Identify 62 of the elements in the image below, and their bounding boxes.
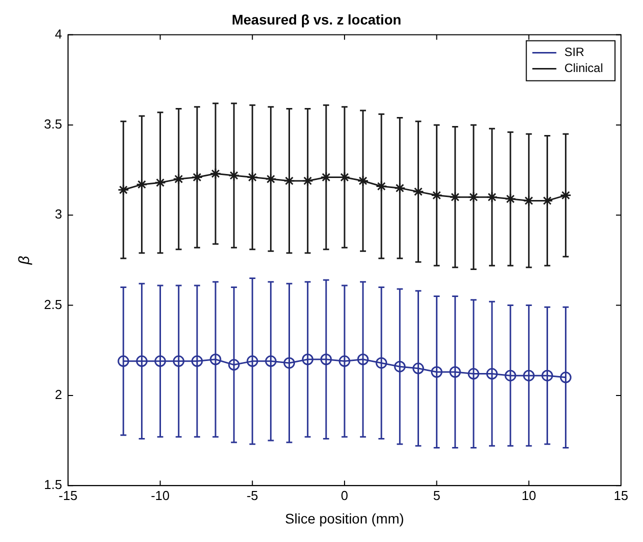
x-tick-label: -5 <box>246 488 258 503</box>
point <box>172 173 184 185</box>
point <box>468 368 480 380</box>
point <box>118 184 130 196</box>
point <box>523 370 535 382</box>
point <box>191 355 203 367</box>
y-tick-label: 2.5 <box>44 296 62 312</box>
chart-title: Measured β vs. z location <box>232 11 402 28</box>
y-tick-label: 3 <box>54 206 62 222</box>
y-axis-title: β <box>16 255 34 266</box>
point <box>542 194 554 206</box>
point <box>228 170 240 182</box>
point <box>486 368 498 380</box>
point <box>357 175 369 187</box>
point <box>154 176 166 188</box>
point <box>246 172 258 184</box>
point <box>357 354 369 366</box>
x-tick-label: 15 <box>614 488 628 503</box>
point <box>136 355 148 367</box>
point <box>302 354 314 366</box>
x-tick-label: -10 <box>150 488 170 503</box>
point <box>136 178 148 190</box>
y-tick-label: 2 <box>54 387 62 402</box>
point <box>283 357 295 369</box>
point <box>486 191 498 203</box>
x-tick-label: 0 <box>340 488 348 503</box>
point <box>449 366 461 378</box>
point <box>560 372 572 384</box>
point <box>394 360 406 372</box>
point <box>228 359 240 371</box>
point <box>302 175 314 187</box>
point <box>449 191 461 203</box>
point <box>430 366 442 378</box>
y-tick-label: 3.5 <box>44 116 62 132</box>
point <box>210 354 222 366</box>
point <box>191 172 203 184</box>
point <box>320 354 332 366</box>
legend-label: SIR <box>564 45 585 60</box>
point <box>542 370 554 382</box>
x-axis-title: Slice position (mm) <box>285 510 404 526</box>
point <box>320 172 332 184</box>
point <box>412 362 424 374</box>
point <box>118 355 130 367</box>
point <box>376 180 388 192</box>
point <box>468 191 480 203</box>
point <box>210 168 222 180</box>
point <box>338 355 350 367</box>
point <box>394 182 406 194</box>
point <box>172 355 184 367</box>
point <box>560 190 572 202</box>
legend-label: Clinical <box>564 61 604 76</box>
point <box>430 190 442 202</box>
x-tick-label: 5 <box>433 488 440 503</box>
point <box>504 193 516 205</box>
x-tick-label: 10 <box>522 488 536 503</box>
y-tick-label: 4 <box>54 26 62 42</box>
point <box>154 355 166 367</box>
point <box>265 355 277 367</box>
point <box>265 173 277 185</box>
point <box>376 357 388 369</box>
point <box>504 370 516 382</box>
point <box>246 355 258 367</box>
